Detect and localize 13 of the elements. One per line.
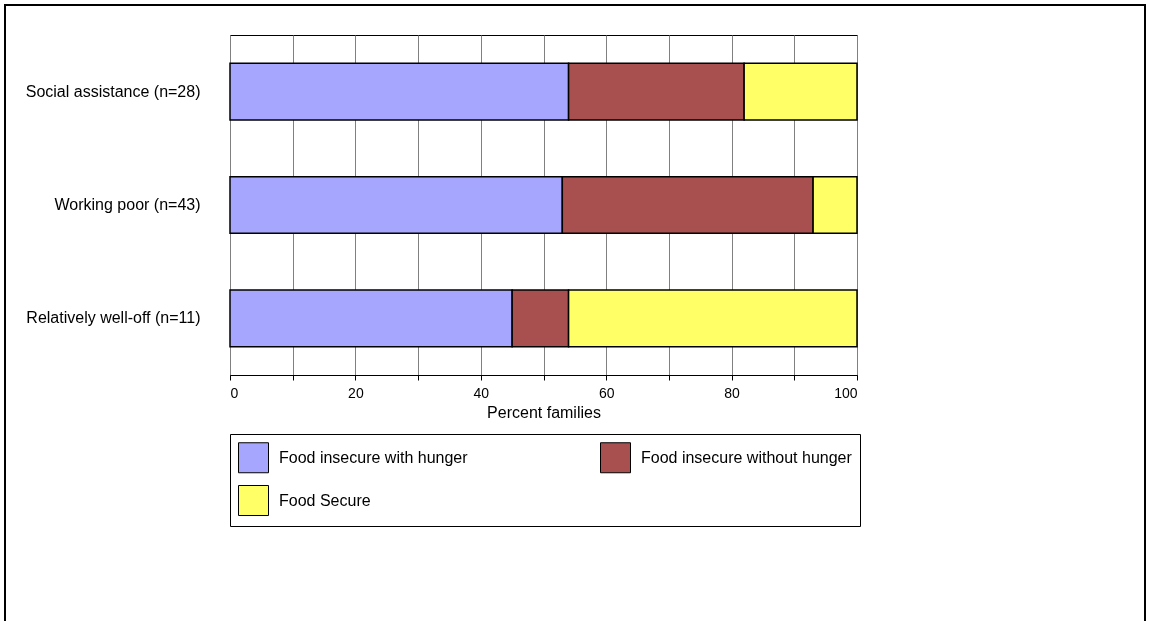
x-tick-label: 100	[834, 384, 858, 401]
y-tick-label: Social assistance (n=28)	[25, 82, 201, 100]
x-tick-label: 0	[230, 384, 239, 401]
x-tick-label: 60	[598, 384, 615, 401]
x-axis-title: Percent families	[487, 403, 601, 421]
legend-label: Food insecure without hunger	[641, 448, 853, 466]
x-tick-label: 20	[348, 384, 364, 401]
legend-label: Food Secure	[279, 491, 371, 509]
y-tick-label: Working poor (n=43)	[54, 196, 201, 213]
x-tick-label: 40	[473, 384, 490, 401]
y-tick-label: Relatively well-off (n=11)	[26, 309, 201, 327]
legend-label: Food insecure with hunger	[279, 448, 469, 466]
x-tick-label: 80	[724, 384, 741, 401]
